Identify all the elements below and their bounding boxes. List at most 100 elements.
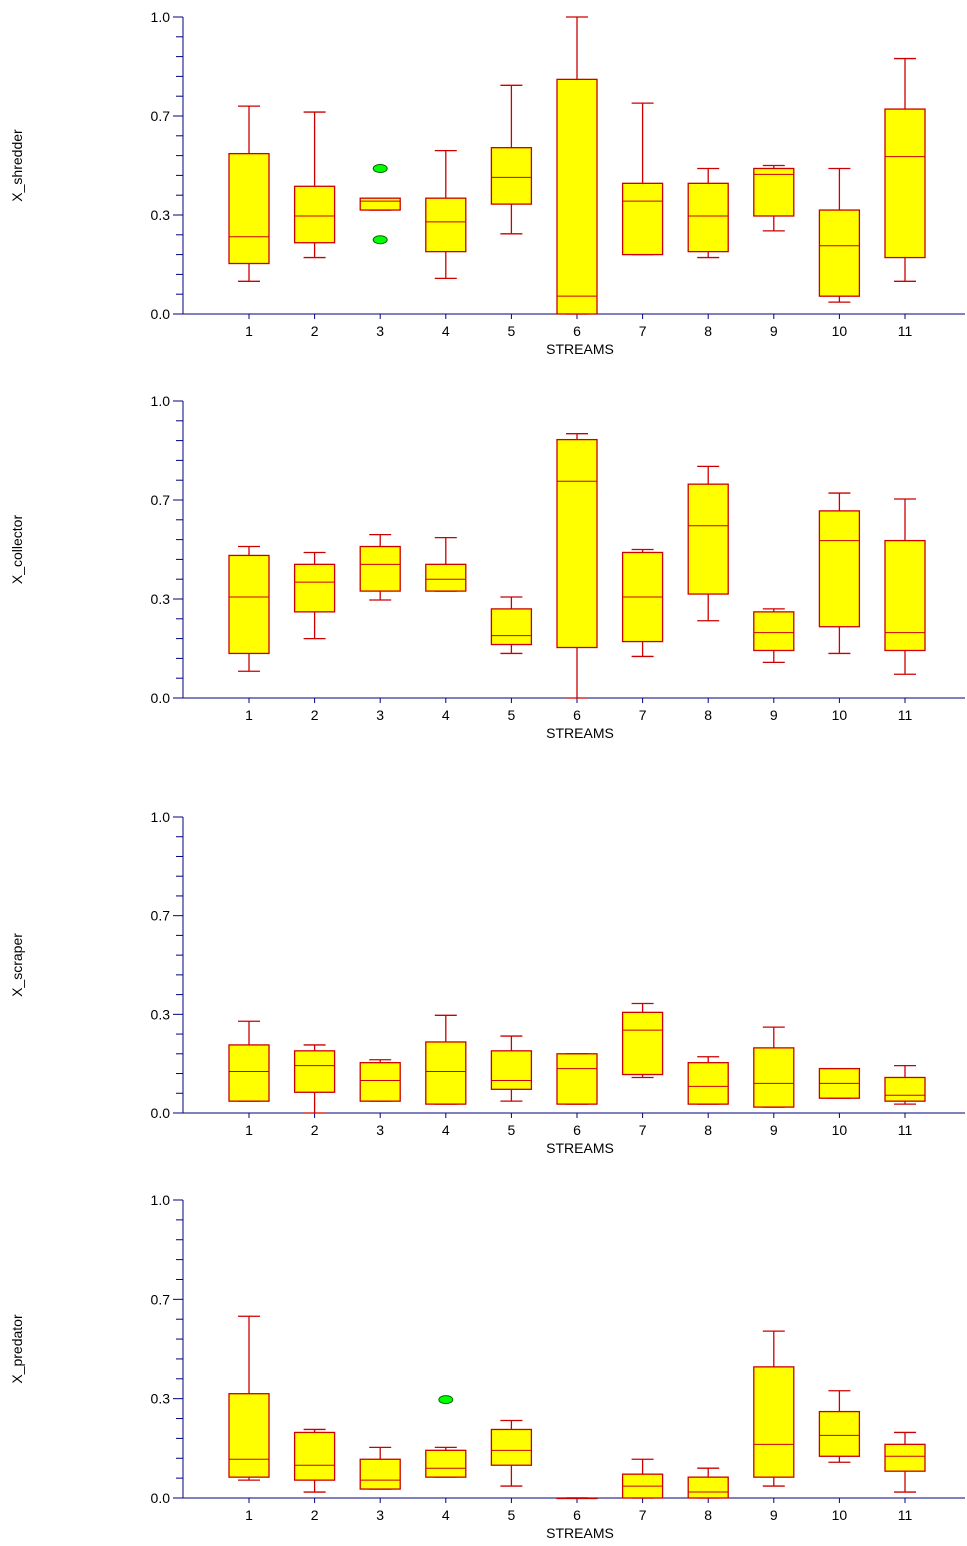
x-tick-label: 9 [770, 707, 778, 723]
box-iqr [425, 1041, 467, 1105]
y-tick-label: 1.0 [151, 393, 171, 409]
box-stream-11 [884, 1431, 926, 1493]
box-iqr [228, 152, 270, 265]
box-stream-8 [687, 167, 729, 259]
box-stream-7 [621, 1458, 664, 1499]
y-tick-label: 0.3 [151, 591, 171, 607]
box-stream-2 [293, 1428, 336, 1493]
y-tick-label: 1.0 [151, 1192, 171, 1208]
box-iqr [687, 483, 729, 595]
x-tick-label: 6 [573, 1507, 581, 1523]
box-iqr [425, 563, 467, 592]
box-iqr [687, 1476, 729, 1499]
x-tick-label: 1 [245, 1507, 253, 1523]
y-tick-label: 0.0 [151, 306, 171, 322]
x-tick-label: 11 [898, 707, 913, 723]
box-iqr [753, 1047, 795, 1108]
y-tick-label: 0.7 [151, 1291, 171, 1307]
box-iqr [293, 1050, 336, 1093]
x-axis-title: STREAMS [546, 1525, 614, 1541]
box-stream-11 [884, 498, 926, 675]
box-stream-5 [490, 84, 533, 235]
box-iqr [359, 1458, 401, 1490]
box-iqr [556, 1053, 598, 1105]
x-axis-title: STREAMS [546, 1140, 614, 1156]
box-iqr [884, 1076, 926, 1102]
box-stream-4 [425, 1446, 467, 1478]
box-iqr [490, 608, 533, 646]
chart-panel-X_predator: X_predator 0.0 0.3 0.7 1.0 1 2 3 4 5 6 7 8 9 10 11 STREA… [9, 1192, 965, 1541]
box-stream-3 [359, 1446, 401, 1490]
box-stream-1 [228, 105, 270, 282]
y-tick-label: 0.3 [151, 207, 171, 223]
box-iqr [490, 147, 533, 205]
box-iqr [425, 197, 467, 253]
x-tick-label: 9 [770, 1507, 778, 1523]
x-axis-title: STREAMS [546, 341, 614, 357]
x-tick-label: 6 [573, 323, 581, 339]
x-tick-label: 6 [573, 707, 581, 723]
box-stream-4 [425, 1014, 467, 1105]
x-tick-label: 8 [704, 707, 712, 723]
y-axis-title: X_shredder [9, 129, 25, 202]
x-tick-label: 3 [376, 1507, 384, 1523]
box-stream-11 [884, 57, 926, 282]
x-tick-label: 1 [245, 323, 253, 339]
box-stream-2 [293, 111, 336, 259]
x-tick-label: 4 [442, 1507, 450, 1523]
y-axis-title: X_collector [9, 515, 25, 585]
box-iqr [228, 1044, 270, 1102]
box-stream-2 [293, 551, 336, 640]
y-tick-label: 1.0 [151, 809, 171, 825]
y-tick-label: 0.0 [151, 1105, 171, 1121]
box-iqr [359, 545, 401, 592]
box-stream-10 [818, 167, 861, 303]
y-tick-label: 0.7 [151, 108, 171, 124]
box-stream-6 [556, 1053, 598, 1105]
box-iqr [818, 1410, 861, 1457]
box-iqr [556, 78, 598, 315]
box-iqr [228, 1393, 270, 1478]
x-tick-label: 7 [639, 1122, 647, 1138]
box-stream-11 [884, 1064, 926, 1105]
chart-panel-X_collector: X_collector 0.0 0.3 0.7 1.0 1 2 3 4 5 6 7 8 9 10 11 STRE… [9, 393, 965, 741]
x-tick-label: 4 [442, 323, 450, 339]
box-iqr [818, 209, 861, 297]
x-tick-label: 5 [508, 1507, 516, 1523]
box-stream-8 [687, 1467, 729, 1499]
box-iqr [293, 563, 336, 613]
x-tick-label: 7 [639, 323, 647, 339]
y-axis-title: X_predator [9, 1314, 25, 1384]
box-stream-10 [818, 1067, 861, 1099]
chart-panel-X_scraper: X_scraper 0.0 0.3 0.7 1.0 1 2 3 4 5 6 7 8 9 10 11 STREAM… [9, 809, 965, 1156]
box-stream-10 [818, 1390, 861, 1463]
x-tick-label: 10 [832, 1507, 848, 1523]
box-stream-8 [687, 465, 729, 622]
box-iqr [753, 611, 795, 652]
x-tick-label: 1 [245, 707, 253, 723]
x-tick-label: 10 [832, 707, 848, 723]
outlier-point [438, 1395, 454, 1405]
outlier-point [372, 235, 388, 245]
x-tick-label: 5 [508, 1122, 516, 1138]
x-tick-label: 3 [376, 1122, 384, 1138]
x-tick-label: 5 [508, 323, 516, 339]
x-tick-label: 2 [311, 1507, 319, 1523]
box-iqr [621, 182, 664, 256]
box-iqr [621, 1011, 664, 1076]
box-stream-5 [490, 1419, 533, 1487]
y-tick-label: 0.7 [151, 492, 171, 508]
x-tick-label: 9 [770, 323, 778, 339]
x-tick-label: 11 [898, 1507, 913, 1523]
box-iqr [753, 167, 795, 217]
x-tick-label: 11 [898, 323, 913, 339]
box-iqr [359, 197, 401, 211]
box-stream-9 [753, 1330, 795, 1487]
box-stream-6 [556, 433, 598, 699]
box-stream-9 [753, 1026, 795, 1108]
box-stream-7 [621, 102, 664, 256]
box-iqr [884, 108, 926, 259]
box-iqr [884, 539, 926, 652]
box-iqr [293, 1431, 336, 1481]
